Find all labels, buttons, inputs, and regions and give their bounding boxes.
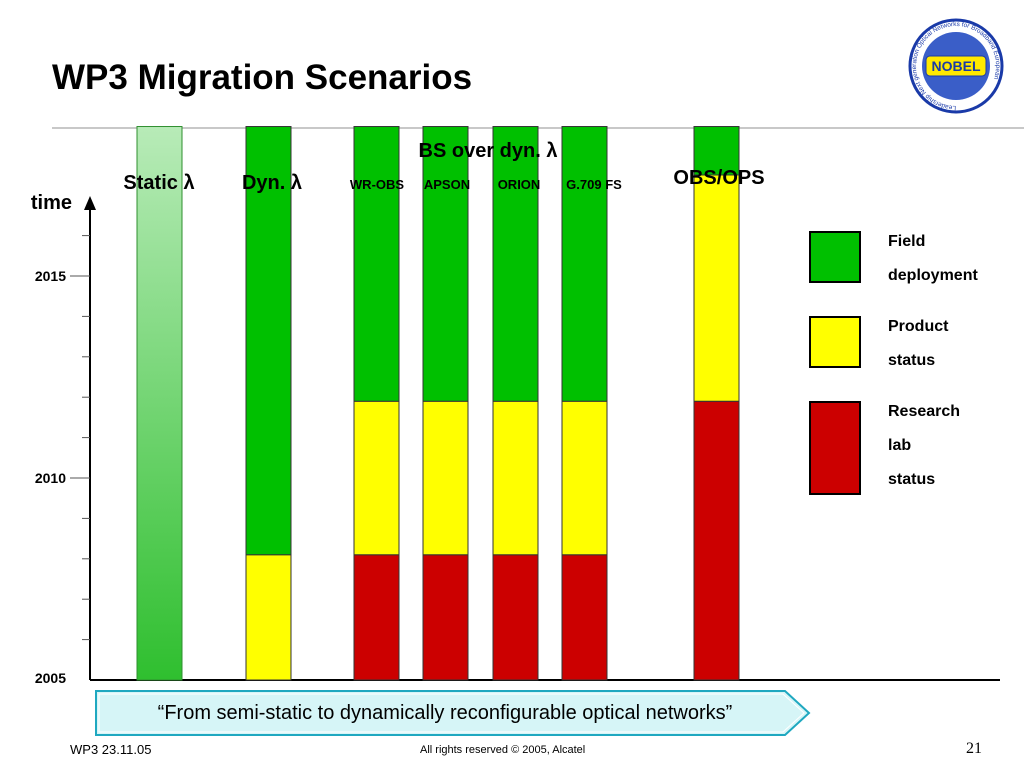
bar-segment	[492, 400, 539, 556]
legend-swatch	[809, 401, 861, 495]
legend-swatch	[809, 316, 861, 368]
banner-arrow	[95, 690, 811, 736]
bar-segment	[245, 554, 292, 681]
bar-segment	[693, 174, 740, 402]
legend-swatch	[809, 231, 861, 283]
category-label: WR-OBS	[350, 177, 404, 192]
bar-segment	[693, 400, 740, 681]
bar-segment	[422, 400, 469, 556]
y-axis-arrow	[84, 196, 96, 210]
y-tick-label: 2010	[35, 470, 66, 486]
group-label: BS over dyn. λ	[419, 140, 558, 162]
page-number: 21	[966, 740, 982, 757]
category-label: G.709 FS	[566, 177, 622, 192]
bar-segment	[492, 554, 539, 681]
category-label: Dyn. λ	[242, 172, 302, 194]
bar-segment	[353, 126, 400, 402]
legend-label: Research lab status	[888, 403, 960, 488]
nobel-logo: Leadership Next generation Optical Netwo…	[908, 18, 1004, 114]
logo-label: NOBEL	[932, 58, 981, 74]
footer-copyright: All rights reserved © 2005, Alcatel	[420, 744, 586, 756]
slide-title: WP3 Migration Scenarios	[52, 58, 473, 97]
bar-segment	[422, 126, 469, 402]
bar-segment	[561, 554, 608, 681]
legend-label: Field deployment	[888, 233, 978, 284]
bar-segment	[353, 554, 400, 681]
bar-segment	[693, 126, 740, 176]
y-tick-label: 2015	[35, 268, 66, 284]
bar-segment	[492, 126, 539, 402]
category-label: OBS/OPS	[673, 167, 764, 189]
bar-segment	[245, 126, 292, 556]
bar-segment	[561, 126, 608, 402]
category-label: ORION	[498, 177, 541, 192]
bar-segment	[422, 554, 469, 681]
category-label: APSON	[424, 177, 470, 192]
footer-date: WP3 23.11.05	[70, 742, 152, 757]
legend-label: Product status	[888, 318, 949, 369]
bar-segment	[561, 400, 608, 556]
category-label: Static λ	[123, 172, 194, 194]
y-axis-label: time	[31, 192, 72, 214]
bar-segment	[353, 400, 400, 556]
bar-segment	[136, 126, 183, 681]
banner-text: “From semi-static to dynamically reconfi…	[157, 701, 733, 724]
y-tick-label: 2005	[35, 670, 66, 686]
